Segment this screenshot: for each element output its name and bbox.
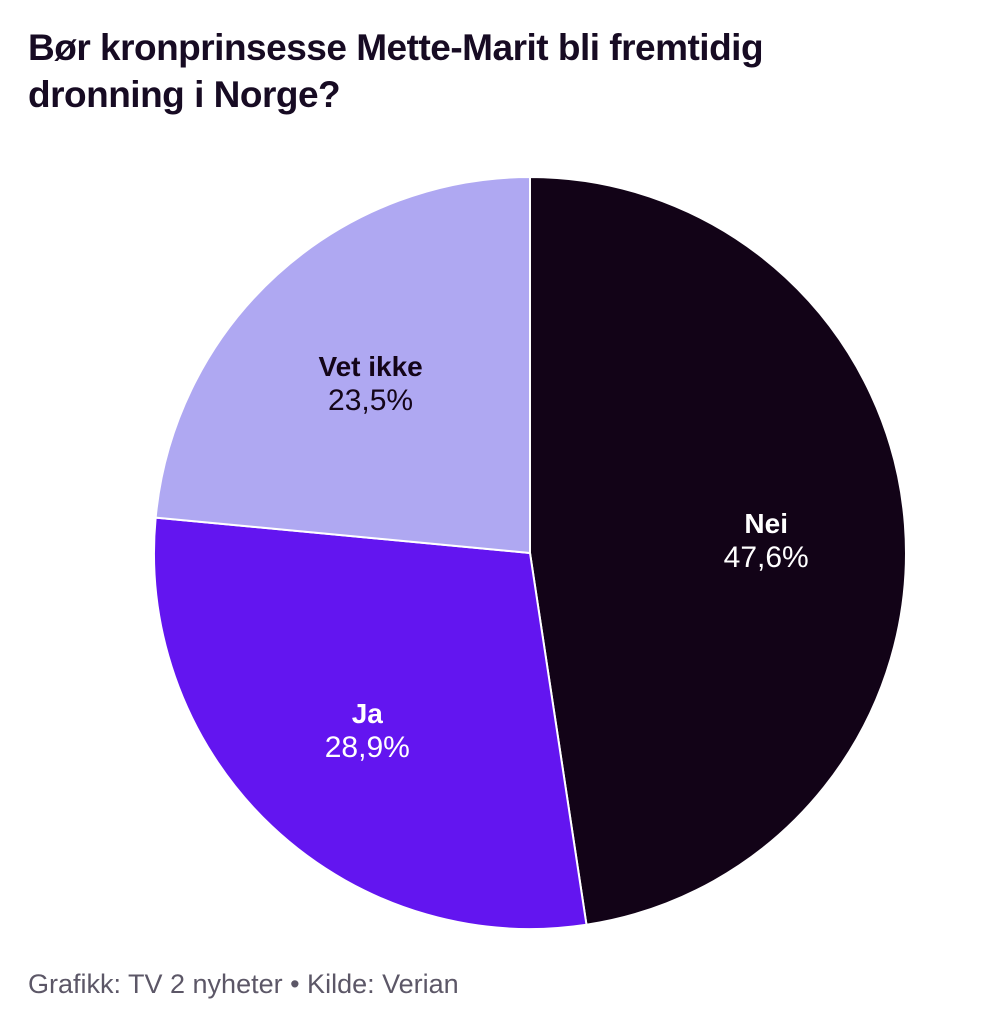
slice-value-vet-ikke: 23,5% [328,384,413,417]
pie-slice-ja [153,516,588,930]
chart-title: Bør kronprinsesse Mette-Marit bli fremti… [28,24,958,118]
pie-chart-container: Nei 47,6% Ja 28,9% Vet ikke 23,5% [150,173,910,933]
slice-label-ja: Ja [352,698,384,729]
slice-label-vet-ikke: Vet ikke [318,351,422,382]
chart-title-line-2: dronning i Norge? [28,74,341,115]
pie-slice-nei [529,176,907,926]
slice-label-nei: Nei [744,508,788,539]
attribution-text: Grafikk: TV 2 nyheter • Kilde: Verian [28,969,459,999]
chart-title-line-1: Bør kronprinsesse Mette-Marit bli fremti… [28,27,764,68]
slice-value-nei: 47,6% [724,541,809,574]
slice-value-ja: 28,9% [325,731,410,764]
pie-slice-vet-ikke [154,176,531,554]
